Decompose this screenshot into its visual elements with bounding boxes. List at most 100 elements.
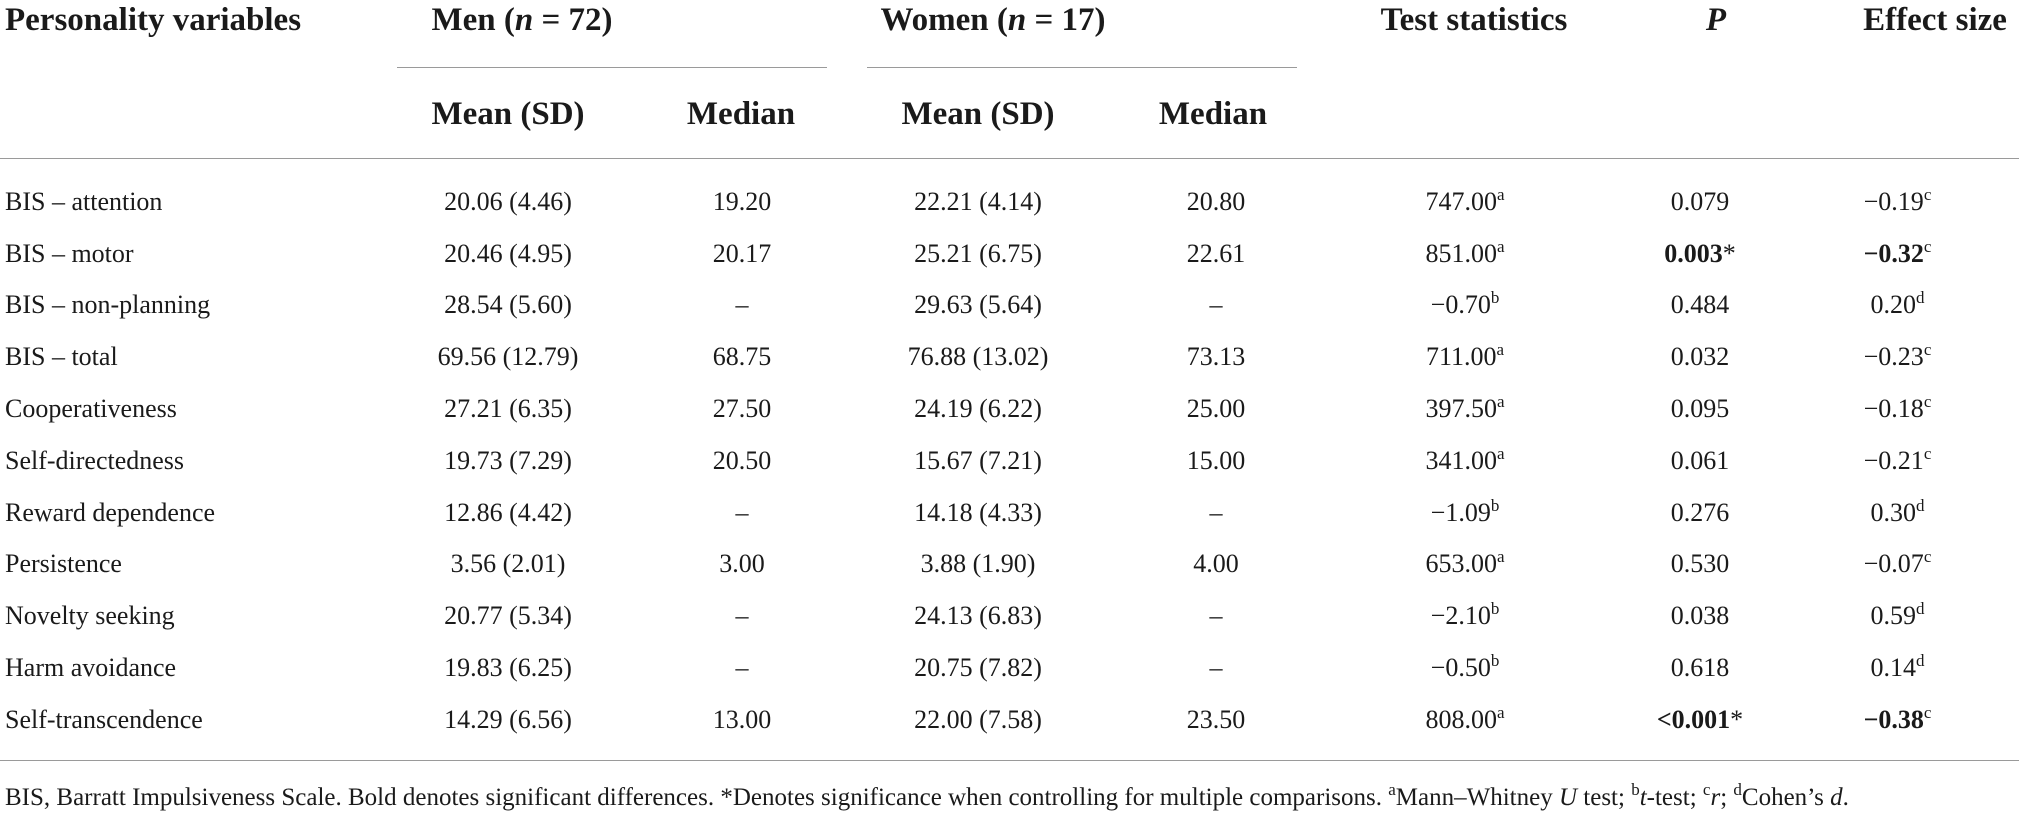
cell-men-median: –	[735, 290, 749, 320]
test-superscript: b	[1490, 651, 1500, 671]
cell-men-median: 68.75	[712, 342, 772, 372]
col-header-women: Women (n = 17)	[880, 4, 1105, 37]
cell-women-mean: 22.00 (7.58)	[914, 704, 1042, 734]
effect-value: 0.20	[1870, 290, 1917, 320]
cell-p-value: 0.038	[1624, 590, 1776, 642]
p-symbol: P	[1705, 2, 1727, 38]
cell-men-median: –	[735, 497, 749, 527]
cell-women-mean: 15.67 (7.21)	[914, 445, 1042, 475]
cell-p-value: 0.530	[1624, 539, 1776, 591]
cell-effect-size: −0.19c	[1776, 176, 2019, 228]
n-symbol-men: n	[514, 2, 534, 38]
footnote-r: r	[1710, 784, 1721, 811]
effect-superscript: d	[1916, 288, 1925, 308]
results-table: BIS – attention 20.06 (4.46) 19.20 22.21 (4…	[0, 176, 2019, 746]
cell-effect-size: −0.32c	[1776, 228, 2019, 280]
test-value: 653.00	[1425, 549, 1497, 579]
row-label: BIS – motor	[5, 238, 134, 268]
cell-women-median: –	[1209, 290, 1223, 320]
effect-superscript: d	[1916, 599, 1925, 619]
effect-value: −0.38	[1863, 704, 1924, 734]
col-header-test-statistics: Test statistics	[1380, 2, 1568, 38]
row-label: BIS – non-planning	[5, 290, 211, 320]
col-header-personality-variables: Personality variables	[5, 2, 302, 38]
cell-men-median: –	[735, 601, 749, 631]
p-value: 0.061	[1670, 445, 1730, 475]
cell-test-statistic: 747.00a	[1306, 176, 1624, 228]
n-symbol-women: n	[1007, 2, 1027, 38]
table-row: Reward dependence 12.86 (4.42) – 14.18 (4.3…	[0, 487, 2019, 539]
cell-effect-size: 0.30d	[1776, 487, 2019, 539]
footnote-sup-a: a	[1388, 780, 1396, 799]
test-value: −0.50	[1430, 653, 1491, 683]
effect-value: −0.07	[1863, 549, 1924, 579]
test-superscript: a	[1496, 392, 1505, 412]
cell-men-median: 19.20	[712, 186, 772, 216]
test-superscript: a	[1496, 340, 1505, 360]
footnote-t: t	[1639, 784, 1647, 811]
row-label: Cooperativeness	[5, 394, 177, 424]
table-bottom-rule	[0, 760, 2019, 761]
test-superscript: b	[1490, 495, 1500, 515]
test-value: 341.00	[1425, 445, 1497, 475]
p-value: 0.001	[1671, 704, 1731, 734]
cell-women-mean: 24.13 (6.83)	[914, 601, 1042, 631]
cell-effect-size: −0.23c	[1776, 331, 2019, 383]
row-label: Self-transcendence	[5, 704, 203, 734]
cell-p-value: 0.032	[1624, 331, 1776, 383]
test-value: 747.00	[1425, 186, 1497, 216]
p-value: 0.095	[1670, 394, 1730, 424]
test-value: 808.00	[1425, 704, 1497, 734]
effect-superscript: c	[1923, 184, 1932, 204]
footnote-text: BIS, Barratt Impulsiveness Scale. Bold d…	[5, 784, 1389, 811]
test-superscript: a	[1496, 702, 1505, 722]
col-header-men-mean-sd: Mean (SD)	[431, 96, 585, 132]
test-superscript: b	[1490, 288, 1500, 308]
cell-women-median: 25.00	[1186, 394, 1246, 424]
cell-women-median: –	[1209, 653, 1223, 683]
cell-women-mean: 14.18 (4.33)	[914, 497, 1042, 527]
cell-men-mean: 20.46 (4.95)	[444, 238, 572, 268]
cell-men-mean: 20.77 (5.34)	[444, 601, 572, 631]
col-header-men: Men (n = 72)	[431, 4, 612, 37]
effect-superscript: c	[1923, 392, 1932, 412]
test-value: −0.70	[1430, 290, 1491, 320]
men-label: Men (	[431, 2, 515, 38]
cell-p-value: <0.001*	[1624, 694, 1776, 746]
effect-value: −0.18	[1863, 394, 1924, 424]
footnote-d: d	[1830, 784, 1843, 811]
cell-effect-size: −0.07c	[1776, 539, 2019, 591]
footnote-cohens: Cohen’s	[1741, 784, 1831, 811]
women-group-rule	[867, 67, 1297, 68]
row-label: Novelty seeking	[5, 601, 175, 631]
test-superscript: a	[1496, 443, 1505, 463]
table-footnote: BIS, Barratt Impulsiveness Scale. Bold d…	[5, 781, 1849, 811]
test-value: 851.00	[1425, 238, 1497, 268]
p-value: 0.618	[1670, 653, 1730, 683]
cell-men-median: –	[735, 653, 749, 683]
cell-men-mean: 20.06 (4.46)	[444, 186, 572, 216]
effect-value: 0.59	[1870, 601, 1917, 631]
col-header-p: P	[1706, 4, 1726, 37]
p-value: 0.032	[1670, 342, 1730, 372]
cell-test-statistic: 397.50a	[1306, 383, 1624, 435]
test-value: −2.10	[1430, 601, 1491, 631]
cell-women-median: –	[1209, 601, 1223, 631]
test-superscript: a	[1496, 236, 1505, 256]
cell-test-statistic: 341.00a	[1306, 435, 1624, 487]
cell-men-median: 3.00	[719, 549, 765, 579]
effect-superscript: c	[1923, 702, 1932, 722]
table-body: BIS – attention 20.06 (4.46) 19.20 22.21 (4…	[0, 176, 2019, 746]
cell-test-statistic: −0.50b	[1306, 642, 1624, 694]
effect-superscript: c	[1923, 340, 1932, 360]
p-star: *	[1722, 238, 1736, 268]
cell-men-median: 27.50	[712, 394, 772, 424]
row-label: BIS – total	[5, 342, 118, 372]
test-superscript: a	[1496, 547, 1505, 567]
cell-women-mean: 29.63 (5.64)	[914, 290, 1042, 320]
effect-superscript: c	[1923, 547, 1932, 567]
table-row: Persistence 3.56 (2.01) 3.00 3.88 (1.90) 4.0…	[0, 539, 2019, 591]
p-value: 0.038	[1670, 601, 1730, 631]
cell-effect-size: −0.18c	[1776, 383, 2019, 435]
